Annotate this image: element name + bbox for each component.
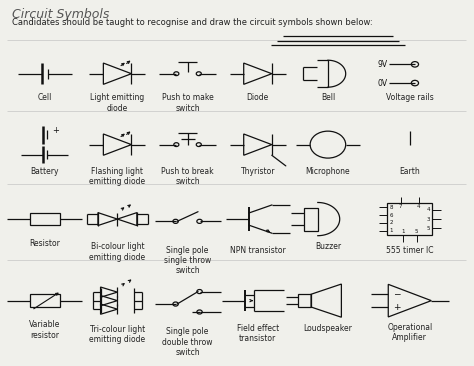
Text: Light emitting
diode: Light emitting diode [90,93,145,113]
Text: Candidates should be taught to recognise and draw the circuit symbols shown belo: Candidates should be taught to recognise… [12,18,373,27]
Bar [304,208,318,231]
Text: 3: 3 [427,217,430,221]
Text: Push to make
switch: Push to make switch [162,93,213,113]
Text: Variable
resistor: Variable resistor [29,320,61,340]
Text: 9V: 9V [377,60,387,69]
Text: Bell: Bell [321,93,335,102]
Bar [30,294,60,307]
Text: Circuit Symbols: Circuit Symbols [12,8,109,21]
Bar [30,213,60,225]
Text: 555 timer IC: 555 timer IC [386,246,434,255]
Text: Cell: Cell [38,93,52,102]
Text: Push to break
switch: Push to break switch [161,167,214,186]
Text: 4: 4 [417,204,420,209]
Text: Earth: Earth [400,167,420,176]
Bar [298,294,311,307]
Text: 8: 8 [389,205,392,210]
Text: Operational
Amplifier: Operational Amplifier [387,322,432,342]
Text: 4: 4 [427,207,430,212]
Text: Voltage rails: Voltage rails [386,93,434,102]
Text: Battery: Battery [31,167,59,176]
Bar [387,203,432,235]
Text: 2: 2 [389,220,392,225]
Text: −: − [393,290,401,299]
Text: 0V: 0V [377,79,387,87]
Text: +: + [393,303,401,312]
Text: +: + [52,126,59,135]
Text: Thyristor: Thyristor [240,167,275,176]
Text: Tri-colour light
emitting diode: Tri-colour light emitting diode [89,325,146,344]
Text: 7: 7 [399,204,402,209]
Text: Flashing light
emitting diode: Flashing light emitting diode [89,167,146,186]
Text: Single pole
single throw
switch: Single pole single throw switch [164,246,211,276]
Text: 5: 5 [427,226,430,231]
Text: Microphone: Microphone [306,167,350,176]
Text: 5: 5 [415,229,418,234]
Text: Loudspeaker: Loudspeaker [303,324,352,333]
Text: Buzzer: Buzzer [315,242,341,251]
Text: NPN transistor: NPN transistor [230,246,286,255]
Text: Resistor: Resistor [29,239,60,247]
Text: Single pole
double throw
switch: Single pole double throw switch [162,327,213,357]
Text: 1: 1 [401,229,405,234]
Text: 6: 6 [389,213,392,218]
Text: 1: 1 [389,228,392,234]
Text: Field effect
transistor: Field effect transistor [237,324,279,343]
Text: Bi-colour light
emitting diode: Bi-colour light emitting diode [89,242,146,262]
Text: Diode: Diode [246,93,269,102]
